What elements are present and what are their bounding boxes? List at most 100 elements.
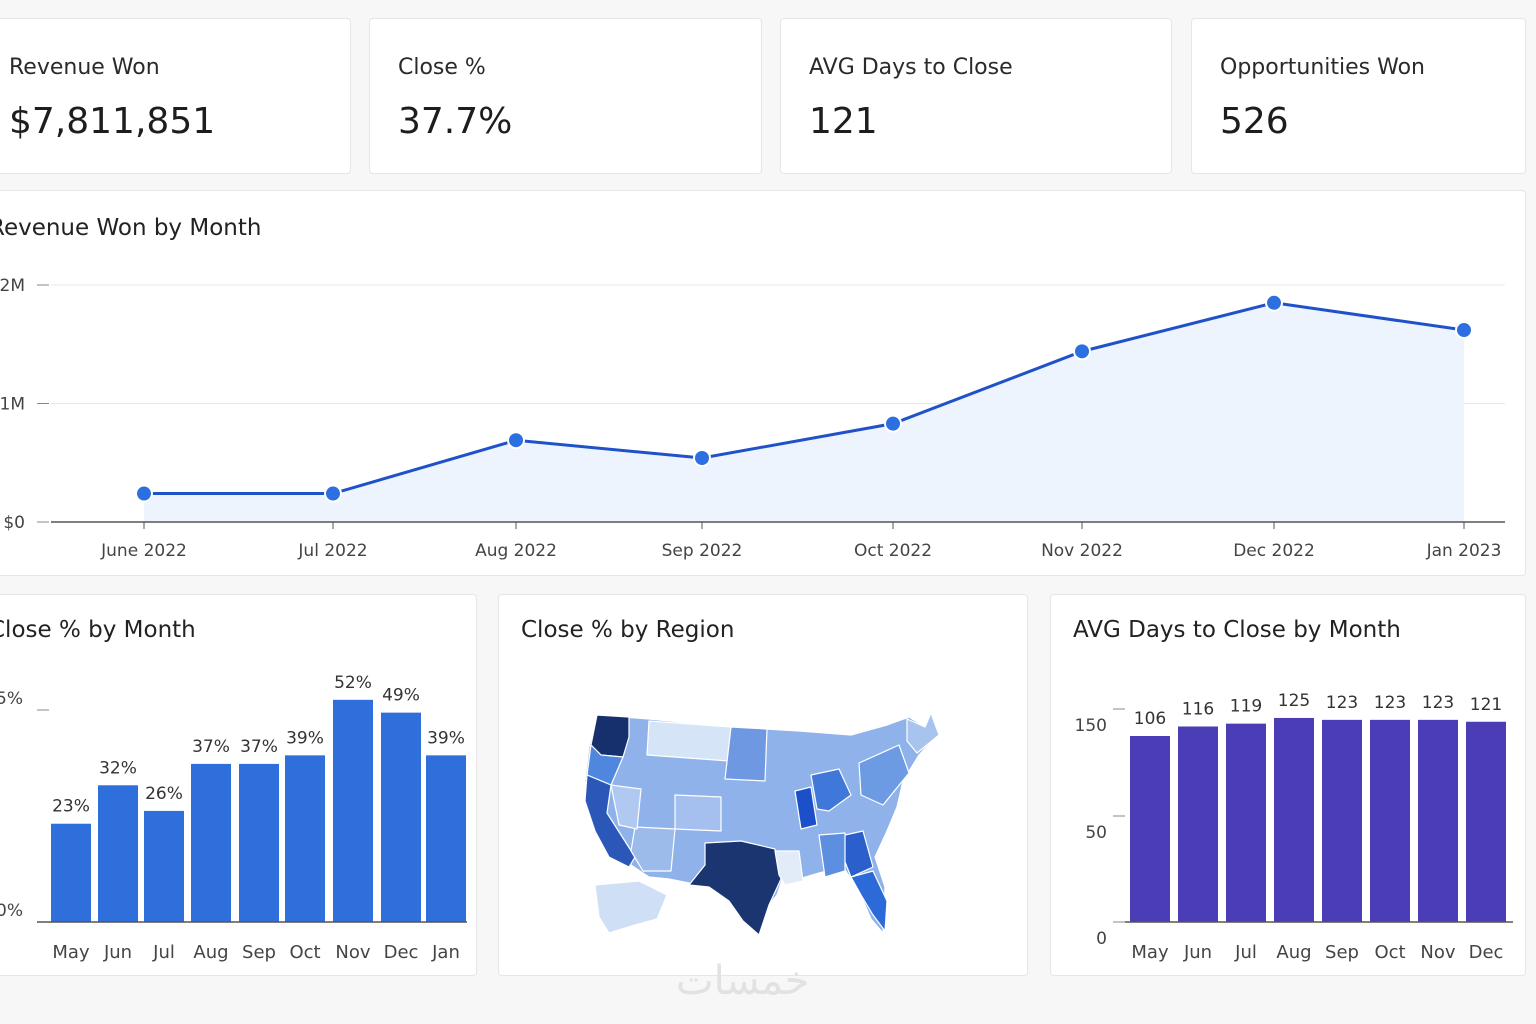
kpi-title-close-pct: Close % — [398, 55, 486, 80]
x-tick-label: Dec 2022 — [1233, 541, 1315, 561]
revenue-point — [1073, 342, 1091, 361]
us-map-montana — [646, 720, 732, 762]
revenue-area — [144, 302, 1464, 522]
x-tick-label: Jan 2023 — [1426, 541, 1502, 561]
close-bar — [144, 810, 184, 922]
us-map-midwest — [810, 768, 852, 812]
x-tick-label: Dec — [384, 942, 419, 963]
close-data-label: 52% — [334, 673, 372, 693]
revenue-point — [135, 484, 153, 503]
days-bar — [1226, 723, 1266, 922]
close-data-label: 49% — [382, 686, 420, 706]
close-data-label: 37% — [240, 737, 278, 757]
revenue-line-chart: $0 $1M $2M June 2022 Jul 2022 Aug 2022 Sep 202… — [0, 276, 1505, 561]
x-tick-label: Nov — [1420, 942, 1455, 963]
y-tick-label: 45% — [0, 689, 23, 709]
close-data-label: 39% — [286, 728, 324, 748]
x-tick-label: Sep 2022 — [662, 541, 743, 561]
close-data-label: 23% — [52, 797, 90, 817]
days-data-label: 123 — [1326, 693, 1358, 713]
y-tick-label: $0 — [3, 513, 25, 533]
x-tick-label: Jul 2022 — [297, 541, 367, 561]
x-tick-label: Sep — [242, 942, 276, 963]
days-bar — [1274, 717, 1314, 922]
kpi-card-revenue: Revenue Won $7,811,851 — [0, 18, 351, 174]
x-tick-label: May — [52, 942, 90, 963]
us-map-northeast — [858, 744, 910, 806]
days-bar — [1466, 721, 1506, 922]
x-tick-label: Jun — [1183, 942, 1212, 963]
us-map-california — [584, 774, 636, 868]
us-states-map-icon — [584, 712, 940, 936]
us-map-nevada — [610, 784, 642, 830]
x-tick-label: May — [1131, 942, 1169, 963]
days-bar — [1130, 736, 1170, 922]
close-bar — [98, 785, 138, 922]
x-tick-label: Jun — [103, 942, 132, 963]
x-tick-label: Jan — [431, 942, 460, 963]
revenue-point — [324, 484, 342, 503]
revenue-point — [693, 449, 711, 468]
avg-days-title: AVG Days to Close by Month — [1073, 617, 1401, 643]
revenue-series-line — [144, 301, 1465, 496]
kpi-value-opportunities: 526 — [1220, 101, 1289, 142]
revenue-chart-title: Revenue Won by Month — [0, 215, 262, 241]
us-map-dakotas — [724, 726, 768, 782]
us-map-arizona — [630, 826, 676, 872]
us-map-base — [584, 712, 940, 934]
y-tick-label: $1M — [0, 395, 25, 415]
us-map-illinois — [794, 786, 818, 830]
close-bar — [239, 763, 279, 922]
kpi-card-opportunities: Opportunities Won 526 — [1191, 18, 1526, 174]
x-tick-label: Oct — [1374, 942, 1405, 963]
x-tick-label: Aug — [193, 942, 228, 963]
revenue-point — [507, 431, 525, 450]
x-tick-label: Jul — [1234, 942, 1257, 963]
us-map-oregon — [586, 744, 624, 786]
close-by-month-card: Close % by Month 0% 45% 23% May 32% Jun 26% Jul… — [0, 594, 477, 976]
revenue-point — [884, 414, 902, 433]
x-tick-label: Nov 2022 — [1041, 541, 1123, 561]
us-map-alaska — [594, 880, 668, 934]
y-tick-label: 0 — [1096, 929, 1107, 949]
days-bar — [1322, 719, 1362, 922]
kpi-card-avg-days: AVG Days to Close 121 — [780, 18, 1172, 174]
close-data-label: 26% — [145, 784, 183, 804]
close-data-label: 37% — [192, 737, 230, 757]
avg-days-chart: 0 50 150 106 May 116 Jun 119 Jul 125 Aug 123 Sep 123 O… — [1075, 691, 1513, 963]
y-tick-label: $2M — [0, 276, 25, 296]
y-tick-label: 50 — [1085, 823, 1107, 843]
watermark-logo: خمسات — [676, 958, 810, 1004]
kpi-card-close-pct: Close % 37.7% — [369, 18, 762, 174]
us-map-new-england — [906, 712, 940, 754]
close-bar — [51, 823, 91, 922]
kpi-value-avg-days: 121 — [809, 101, 878, 142]
x-tick-label: Nov — [335, 942, 370, 963]
x-tick-label: Aug 2022 — [475, 541, 557, 561]
close-by-month-chart: 0% 45% 23% May 32% Jun 26% Jul 37% Aug 37% Sep 39% Oc… — [0, 673, 467, 963]
x-tick-label: Oct — [289, 942, 320, 963]
x-tick-label: Sep — [1325, 942, 1359, 963]
us-map-florida — [850, 870, 888, 932]
days-data-label: 123 — [1422, 693, 1454, 713]
y-tick-label: 0% — [0, 901, 23, 921]
close-bar — [333, 699, 373, 922]
close-data-label: 39% — [427, 728, 465, 748]
close-by-month-title: Close % by Month — [0, 617, 196, 643]
kpi-title-opportunities: Opportunities Won — [1220, 55, 1425, 80]
x-tick-label: Jul — [152, 942, 175, 963]
x-tick-label: Oct 2022 — [854, 541, 932, 561]
us-map-texas — [688, 840, 782, 936]
days-bar — [1370, 719, 1410, 922]
close-bar — [191, 763, 231, 922]
us-map-colorado — [674, 794, 722, 832]
days-data-label: 116 — [1182, 700, 1214, 720]
kpi-value-close-pct: 37.7% — [398, 101, 513, 142]
close-data-label: 32% — [99, 758, 137, 778]
avg-days-card: AVG Days to Close by Month 0 50 150 106 May 1… — [1050, 594, 1526, 976]
revenue-point — [1265, 293, 1283, 312]
close-bar — [381, 712, 421, 922]
days-data-label: 125 — [1278, 691, 1310, 711]
close-bar — [285, 755, 325, 922]
close-by-region-card: Close % by Region — [498, 594, 1028, 976]
